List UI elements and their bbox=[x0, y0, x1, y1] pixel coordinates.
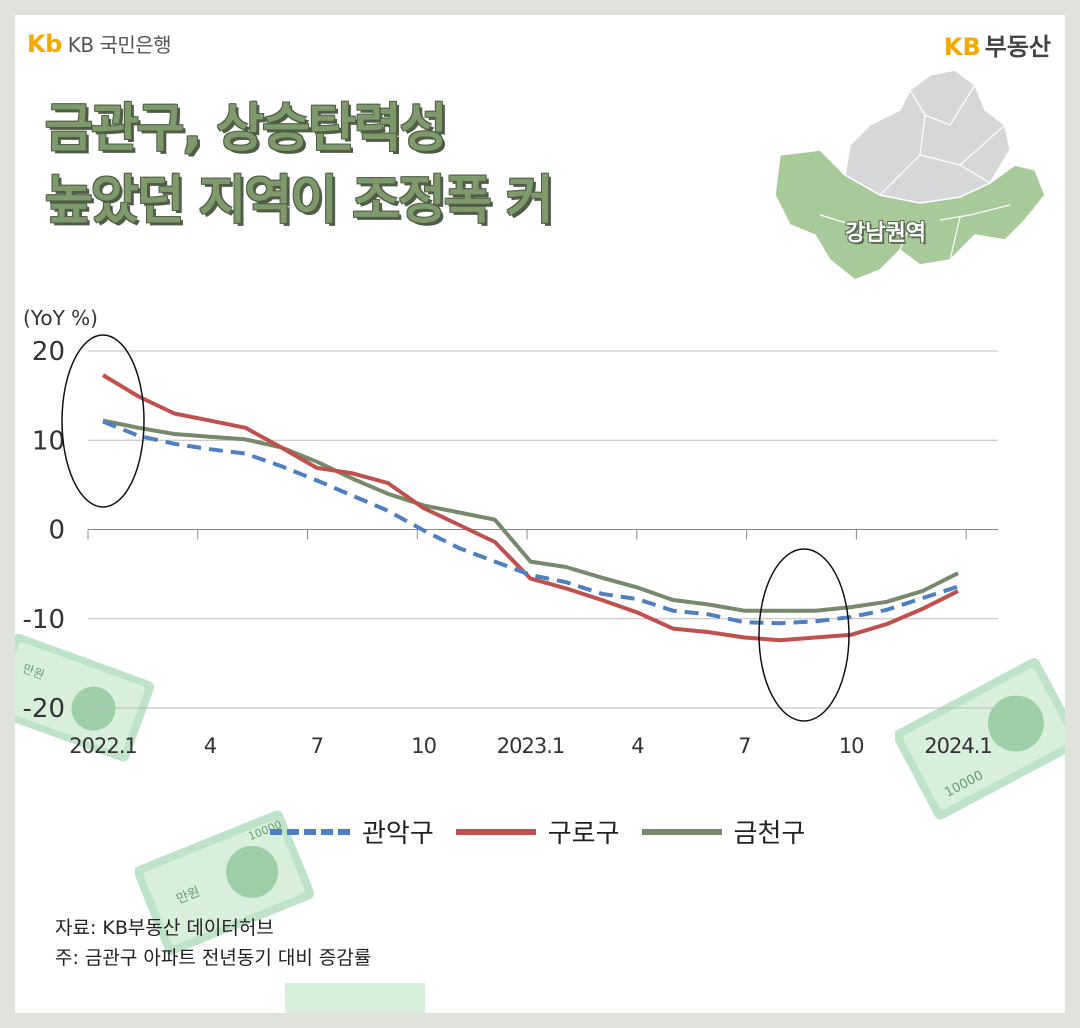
title-line-1: 금관구, 상승탄력성 bbox=[45, 99, 448, 159]
map-label-gangnam: 강남권역 bbox=[845, 221, 926, 246]
y-tick-label: 20 bbox=[32, 337, 65, 367]
x-tick-label: 7 bbox=[738, 734, 750, 758]
kb-real-estate-logo: KB 부동산 bbox=[944, 27, 1051, 62]
annotation-circle-2023-8 bbox=[758, 548, 850, 722]
legend-item-gwanak: 관악구 bbox=[270, 813, 434, 850]
x-tick-label: 4 bbox=[631, 734, 644, 758]
x-tick-label: 10 bbox=[839, 734, 864, 758]
y-tick-label: -20 bbox=[23, 694, 65, 724]
x-tick-label: 10 bbox=[411, 734, 436, 758]
kb-kookmin-bank-text: KB 국민은행 bbox=[67, 33, 172, 57]
source-note: 자료: KB부동산 데이터허브 주: 금관구 아파트 전년동기 대비 증감률 bbox=[55, 913, 371, 973]
legend-swatch-geumcheon bbox=[641, 828, 722, 835]
legend-label-guro: 구로구 bbox=[547, 819, 620, 849]
legend-label-geumcheon: 금천구 bbox=[733, 819, 806, 849]
x-tick-label: 4 bbox=[204, 734, 217, 758]
infographic-card: 만원 만원 10000 10000 Kb KB 국민은행 KB 부동산 금관구, … bbox=[15, 15, 1065, 1013]
banknote-bottom-decoration bbox=[285, 983, 425, 1013]
series-line-guro bbox=[101, 373, 959, 643]
legend-swatch-gwanak bbox=[270, 828, 350, 835]
legend-swatch-guro bbox=[455, 828, 536, 835]
series-line-gwanak bbox=[102, 419, 959, 626]
legend-label-gwanak: 관악구 bbox=[362, 819, 434, 849]
x-tick-label: 7 bbox=[311, 734, 323, 758]
annotation-circle-2022-1 bbox=[61, 334, 145, 508]
y-tick-label: -10 bbox=[23, 605, 65, 635]
x-tick-label: 2022.1 bbox=[69, 734, 136, 758]
y-axis-unit-label: (YoY %) bbox=[23, 306, 98, 330]
legend-item-geumcheon: 금천구 bbox=[641, 813, 806, 850]
series-line-geumcheon bbox=[102, 418, 959, 613]
title-line-2: 높았던 지역이 조정폭 커 bbox=[45, 171, 554, 231]
kb-star-icon: Kb bbox=[27, 29, 62, 58]
banknote-right-decoration: 10000 bbox=[895, 658, 1065, 820]
legend-item-guro: 구로구 bbox=[455, 813, 620, 850]
chart-legend: 관악구 구로구 금천구 bbox=[270, 813, 805, 850]
x-tick-label: 2023.1 bbox=[497, 734, 564, 758]
y-tick-label: 10 bbox=[32, 426, 65, 456]
banknote-center-decoration: 만원 10000 bbox=[135, 810, 315, 955]
source-line: 자료: KB부동산 데이터허브 bbox=[55, 917, 274, 939]
x-tick-label: 2024.1 bbox=[924, 734, 991, 758]
footnote-line: 주: 금관구 아파트 전년동기 대비 증감률 bbox=[55, 947, 372, 969]
seoul-map-icon bbox=[774, 69, 1046, 281]
page-title: 금관구, 상승탄력성 높았던 지역이 조정폭 커 bbox=[45, 93, 554, 237]
y-tick-label: 0 bbox=[48, 516, 65, 546]
banknote-left-decoration: 만원 bbox=[15, 633, 155, 762]
kb-kookmin-bank-logo: Kb KB 국민은행 bbox=[27, 29, 172, 58]
kb-brand-name: 부동산 bbox=[984, 33, 1051, 61]
kb-brand-mark: KB bbox=[943, 33, 981, 61]
